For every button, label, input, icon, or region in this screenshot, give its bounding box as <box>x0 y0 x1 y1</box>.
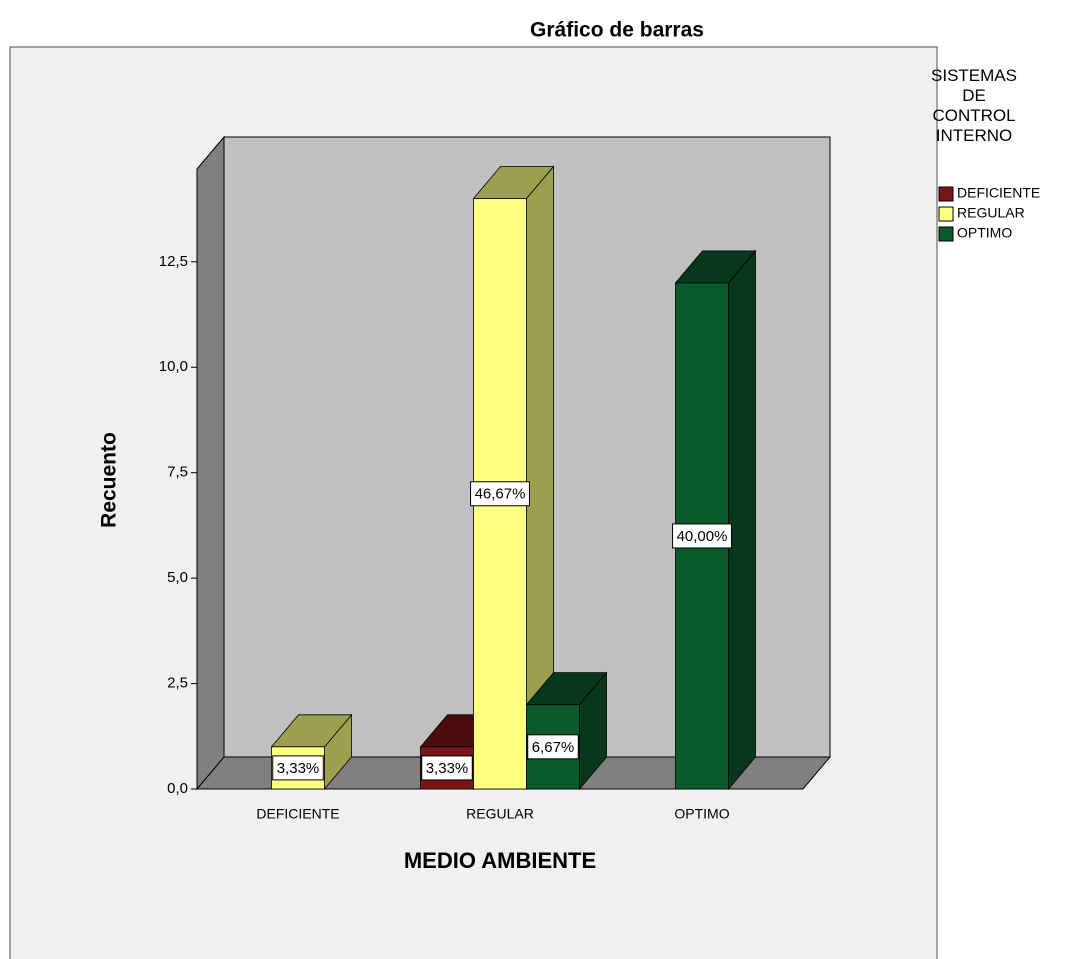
x-axis-label: MEDIO AMBIENTE <box>404 848 596 873</box>
value-label: 40,00% <box>677 528 728 545</box>
legend-swatch <box>938 186 954 202</box>
chart-title: Gráfico de barras <box>530 19 704 42</box>
y-axis-label: Recuento <box>98 432 121 528</box>
value-label: 6,67% <box>532 739 575 756</box>
legend-label: OPTIMO <box>957 225 1012 241</box>
y-tick-label: 7,5 <box>167 464 188 481</box>
y-tick-label: 10,0 <box>159 358 188 375</box>
legend-label: REGULAR <box>957 205 1025 221</box>
side-wall <box>196 135 225 791</box>
value-label-box <box>272 755 324 781</box>
value-label: 3,33% <box>277 760 320 777</box>
legend-swatch <box>938 206 954 222</box>
legend-label: DEFICIENTE <box>957 185 1040 201</box>
y-tick-label: 2,5 <box>167 675 188 692</box>
y-tick-label: 0,0 <box>167 780 188 797</box>
x-tick-label: DEFICIENTE <box>256 806 339 822</box>
value-label: 46,67% <box>475 486 526 503</box>
value-label-box <box>470 481 530 507</box>
legend-title: SISTEMAS DE CONTROL INTERNO <box>931 66 1017 145</box>
x-tick-label: OPTIMO <box>674 806 729 822</box>
y-tick-label: 12,5 <box>159 253 188 270</box>
value-label-box <box>672 523 732 549</box>
x-tick-label: REGULAR <box>466 806 534 822</box>
value-label-box <box>527 734 579 760</box>
y-tick-label: 5,0 <box>167 569 188 586</box>
legend-swatch <box>938 226 954 242</box>
value-label-box <box>421 755 473 781</box>
value-label: 3,33% <box>426 760 469 777</box>
bar-side <box>728 249 756 791</box>
